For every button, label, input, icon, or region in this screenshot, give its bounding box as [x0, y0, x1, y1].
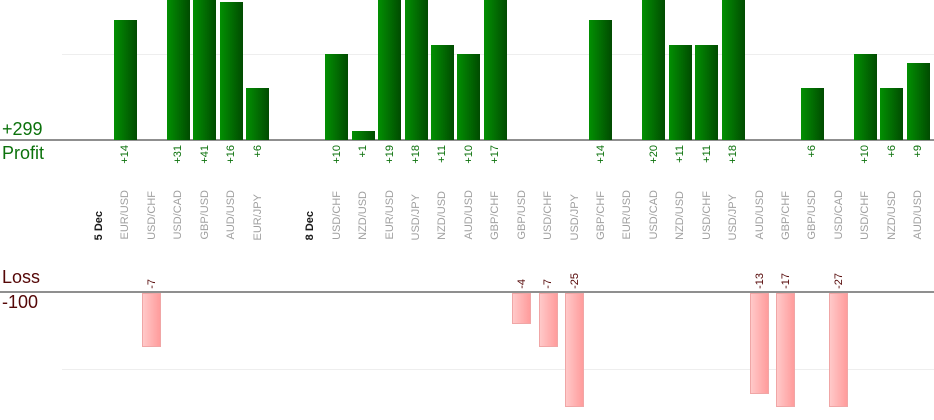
- profit-value-label: +18: [410, 145, 422, 164]
- profit-axis-total: +299: [2, 119, 43, 139]
- pair-label: EUR/USD: [119, 190, 131, 240]
- profit-value-label: +10: [859, 145, 871, 164]
- profit-bar: [642, 0, 665, 140]
- profit-bar: [246, 88, 269, 140]
- pair-label: EUR/JPY: [252, 193, 264, 240]
- loss-bar: [829, 293, 848, 407]
- loss-axis-total: -100: [2, 292, 39, 312]
- loss-axis-title: Loss: [2, 267, 41, 287]
- loss-bar: [750, 293, 769, 394]
- profit-bar: [193, 0, 216, 140]
- pair-label: GBP/CHF: [780, 191, 792, 240]
- loss-bar: [776, 293, 795, 407]
- pair-label: GBP/USD: [806, 190, 818, 240]
- profit-bar: [457, 54, 480, 140]
- profit-axis-line: [0, 139, 934, 141]
- pair-label: USD/CHF: [331, 191, 343, 240]
- loss-value-label: -13: [754, 273, 766, 289]
- profit-bar: [114, 20, 137, 140]
- profit-value-label: +11: [436, 145, 448, 163]
- profit-bar: [880, 88, 903, 140]
- profit-bar: [801, 88, 824, 140]
- pair-label: USD/CHF: [542, 191, 554, 240]
- profit-value-label: +10: [463, 145, 475, 164]
- profit-value-label: +31: [172, 145, 184, 164]
- pair-label: GBP/USD: [516, 190, 528, 240]
- profit-value-label: +41: [199, 145, 211, 164]
- profit-bar: [405, 0, 428, 140]
- pair-label: USD/CAD: [833, 190, 845, 240]
- loss-axis-line: [0, 291, 934, 293]
- profit-value-label: +11: [674, 145, 686, 163]
- pair-label: GBP/CHF: [489, 191, 501, 240]
- loss-value-label: -17: [780, 273, 792, 289]
- profit-bar: [167, 0, 190, 140]
- pair-label: USD/CHF: [146, 191, 158, 240]
- profit-value-label: +16: [225, 145, 237, 164]
- loss-value-label: -27: [833, 273, 845, 289]
- pair-label: AUD/USD: [912, 190, 924, 240]
- profit-bar: [854, 54, 877, 140]
- profit-value-label: +19: [384, 145, 396, 164]
- date-label: 5 Dec: [93, 210, 105, 240]
- profit-bar: [220, 2, 243, 140]
- pair-label: AUD/USD: [754, 190, 766, 240]
- profit-value-label: +14: [119, 145, 131, 164]
- profit-bar: [352, 131, 375, 140]
- profit-value-label: +6: [252, 145, 264, 158]
- profit-value-label: +1: [357, 145, 369, 158]
- profit-bar: [722, 0, 745, 140]
- profit-bar: [589, 20, 612, 140]
- pair-label: USD/JPY: [569, 193, 581, 240]
- pair-label: NZD/USD: [674, 191, 686, 240]
- profit-bar: [378, 0, 401, 140]
- profit-value-label: +11: [701, 145, 713, 163]
- loss-value-label: -7: [146, 279, 158, 289]
- pair-label: USD/CAD: [172, 190, 184, 240]
- loss-value-label: -7: [542, 279, 554, 289]
- pair-label: EUR/USD: [384, 190, 396, 240]
- loss-bar: [539, 293, 558, 347]
- pair-label: EUR/USD: [621, 190, 633, 240]
- loss-value-label: -25: [569, 273, 581, 289]
- profit-value-label: +6: [886, 145, 898, 158]
- profit-bar: [484, 0, 507, 140]
- profit-bar: [907, 63, 930, 140]
- pair-label: NZD/USD: [357, 191, 369, 240]
- profit-bar: [431, 45, 454, 140]
- profit-axis-title: Profit: [2, 143, 45, 163]
- pair-label: AUD/USD: [463, 190, 475, 240]
- pair-label: USD/CAD: [648, 190, 660, 240]
- loss-bar: [512, 293, 531, 324]
- pair-label: GBP/CHF: [595, 191, 607, 240]
- profit-value-label: +9: [912, 145, 924, 158]
- profit-bar: [695, 45, 718, 140]
- pair-label: NZD/USD: [436, 191, 448, 240]
- profit-value-label: +14: [595, 145, 607, 164]
- profit-bar: [669, 45, 692, 140]
- pair-label: USD/JPY: [410, 193, 422, 240]
- pair-label: USD/CHF: [701, 191, 713, 240]
- profit-value-label: +20: [648, 145, 660, 164]
- date-label: 8 Dec: [304, 210, 316, 240]
- pair-label: USD/CHF: [859, 191, 871, 240]
- loss-bar: [565, 293, 584, 407]
- profit-value-label: +6: [806, 145, 818, 158]
- profit-bar: [325, 54, 348, 140]
- loss-gridline: [62, 369, 934, 370]
- loss-value-label: -4: [516, 279, 528, 289]
- loss-bar: [142, 293, 161, 347]
- profit-value-label: +10: [331, 145, 343, 164]
- pair-label: NZD/USD: [886, 191, 898, 240]
- pair-label: GBP/USD: [199, 190, 211, 240]
- profit-value-label: +18: [727, 145, 739, 164]
- pair-label: AUD/USD: [225, 190, 237, 240]
- profit-value-label: +17: [489, 145, 501, 164]
- pair-label: USD/JPY: [727, 193, 739, 240]
